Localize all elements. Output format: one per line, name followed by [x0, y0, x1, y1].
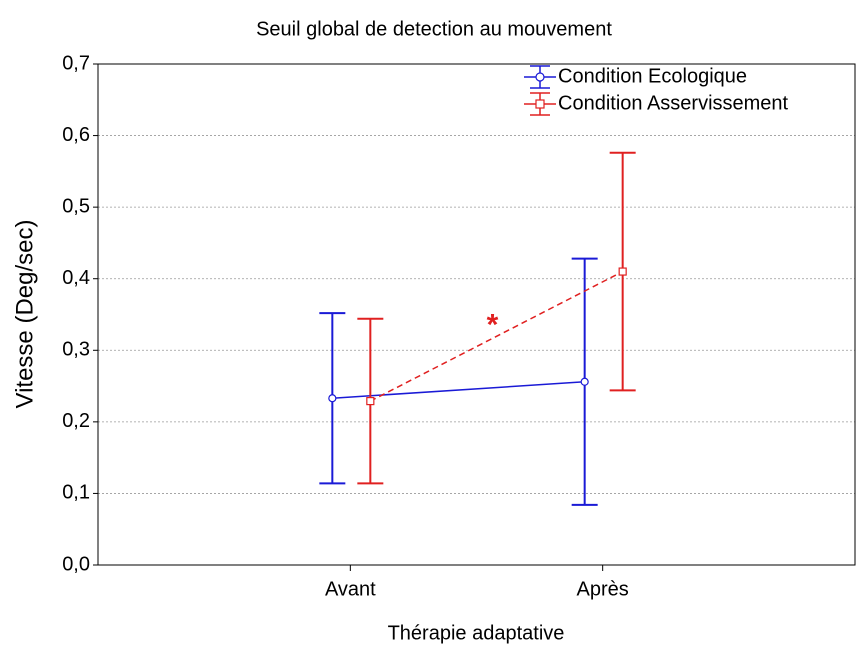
x-tick-label: Après — [577, 578, 629, 600]
y-tick-label: 0,0 — [62, 553, 90, 575]
marker — [618, 267, 627, 276]
plot-frame — [97, 63, 856, 566]
y-tick-label: 0,1 — [62, 482, 90, 504]
legend-label: Condition Ecologique — [558, 65, 747, 87]
x-axis-label: Thérapie adaptative — [388, 622, 565, 644]
y-tick-label: 0,4 — [62, 267, 90, 289]
legend-marker — [535, 99, 545, 109]
annotation: * — [487, 308, 499, 341]
marker — [328, 394, 337, 403]
series-line — [369, 270, 624, 402]
y-tick-label: 0,5 — [62, 195, 90, 217]
x-tick-label: Avant — [325, 578, 376, 600]
y-tick-label: 0,3 — [62, 339, 90, 361]
y-axis-label: Vitesse (Deg/sec) — [11, 220, 38, 409]
y-tick-label: 0,7 — [62, 52, 90, 74]
y-tick-label: 0,6 — [62, 124, 90, 146]
legend-label: Condition Asservissement — [558, 92, 789, 114]
marker — [366, 397, 375, 406]
series-line — [332, 381, 585, 399]
chart-title: Seuil global de detection au mouvement — [256, 18, 612, 40]
marker — [580, 377, 589, 386]
legend-marker — [535, 72, 545, 82]
y-tick-label: 0,2 — [62, 410, 90, 432]
